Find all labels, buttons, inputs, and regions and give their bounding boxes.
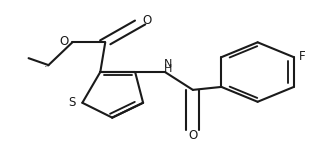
Text: O: O [142, 14, 151, 27]
Text: O: O [188, 129, 198, 142]
Text: methyl: methyl [45, 65, 50, 67]
Text: H: H [164, 64, 173, 74]
Text: O: O [59, 35, 69, 48]
Text: F: F [299, 50, 305, 63]
Text: N: N [164, 59, 173, 69]
Text: S: S [69, 96, 76, 109]
